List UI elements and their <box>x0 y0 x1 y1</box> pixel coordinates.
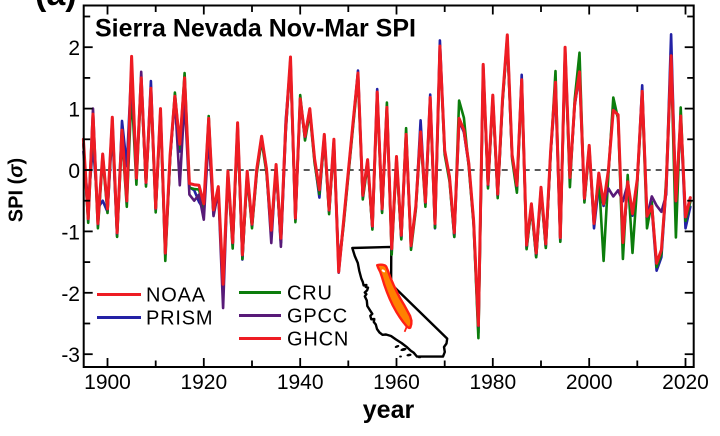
svg-text:-2: -2 <box>61 283 80 306</box>
svg-text:NOAA: NOAA <box>146 285 206 307</box>
svg-text:CRU: CRU <box>287 283 333 305</box>
svg-text:-1: -1 <box>61 221 80 244</box>
svg-text:(a): (a) <box>35 0 77 13</box>
svg-text:1920: 1920 <box>180 371 227 394</box>
svg-text:Sierra Nevada Nov-Mar SPI: Sierra Nevada Nov-Mar SPI <box>95 15 416 43</box>
svg-text:-3: -3 <box>61 344 80 367</box>
svg-text:2: 2 <box>68 37 80 60</box>
svg-text:1940: 1940 <box>277 371 324 394</box>
svg-text:2020: 2020 <box>662 371 709 394</box>
svg-text:SPI (σ): SPI (σ) <box>6 158 28 222</box>
svg-text:1: 1 <box>68 99 80 122</box>
svg-text:year: year <box>363 396 415 424</box>
svg-text:2000: 2000 <box>566 371 613 394</box>
svg-text:1980: 1980 <box>469 371 516 394</box>
svg-text:PRISM: PRISM <box>146 308 213 330</box>
svg-text:1960: 1960 <box>373 371 420 394</box>
svg-text:1900: 1900 <box>84 371 131 394</box>
svg-text:GHCN: GHCN <box>287 329 349 351</box>
svg-text:0: 0 <box>68 160 80 183</box>
svg-text:GPCC: GPCC <box>287 306 348 328</box>
